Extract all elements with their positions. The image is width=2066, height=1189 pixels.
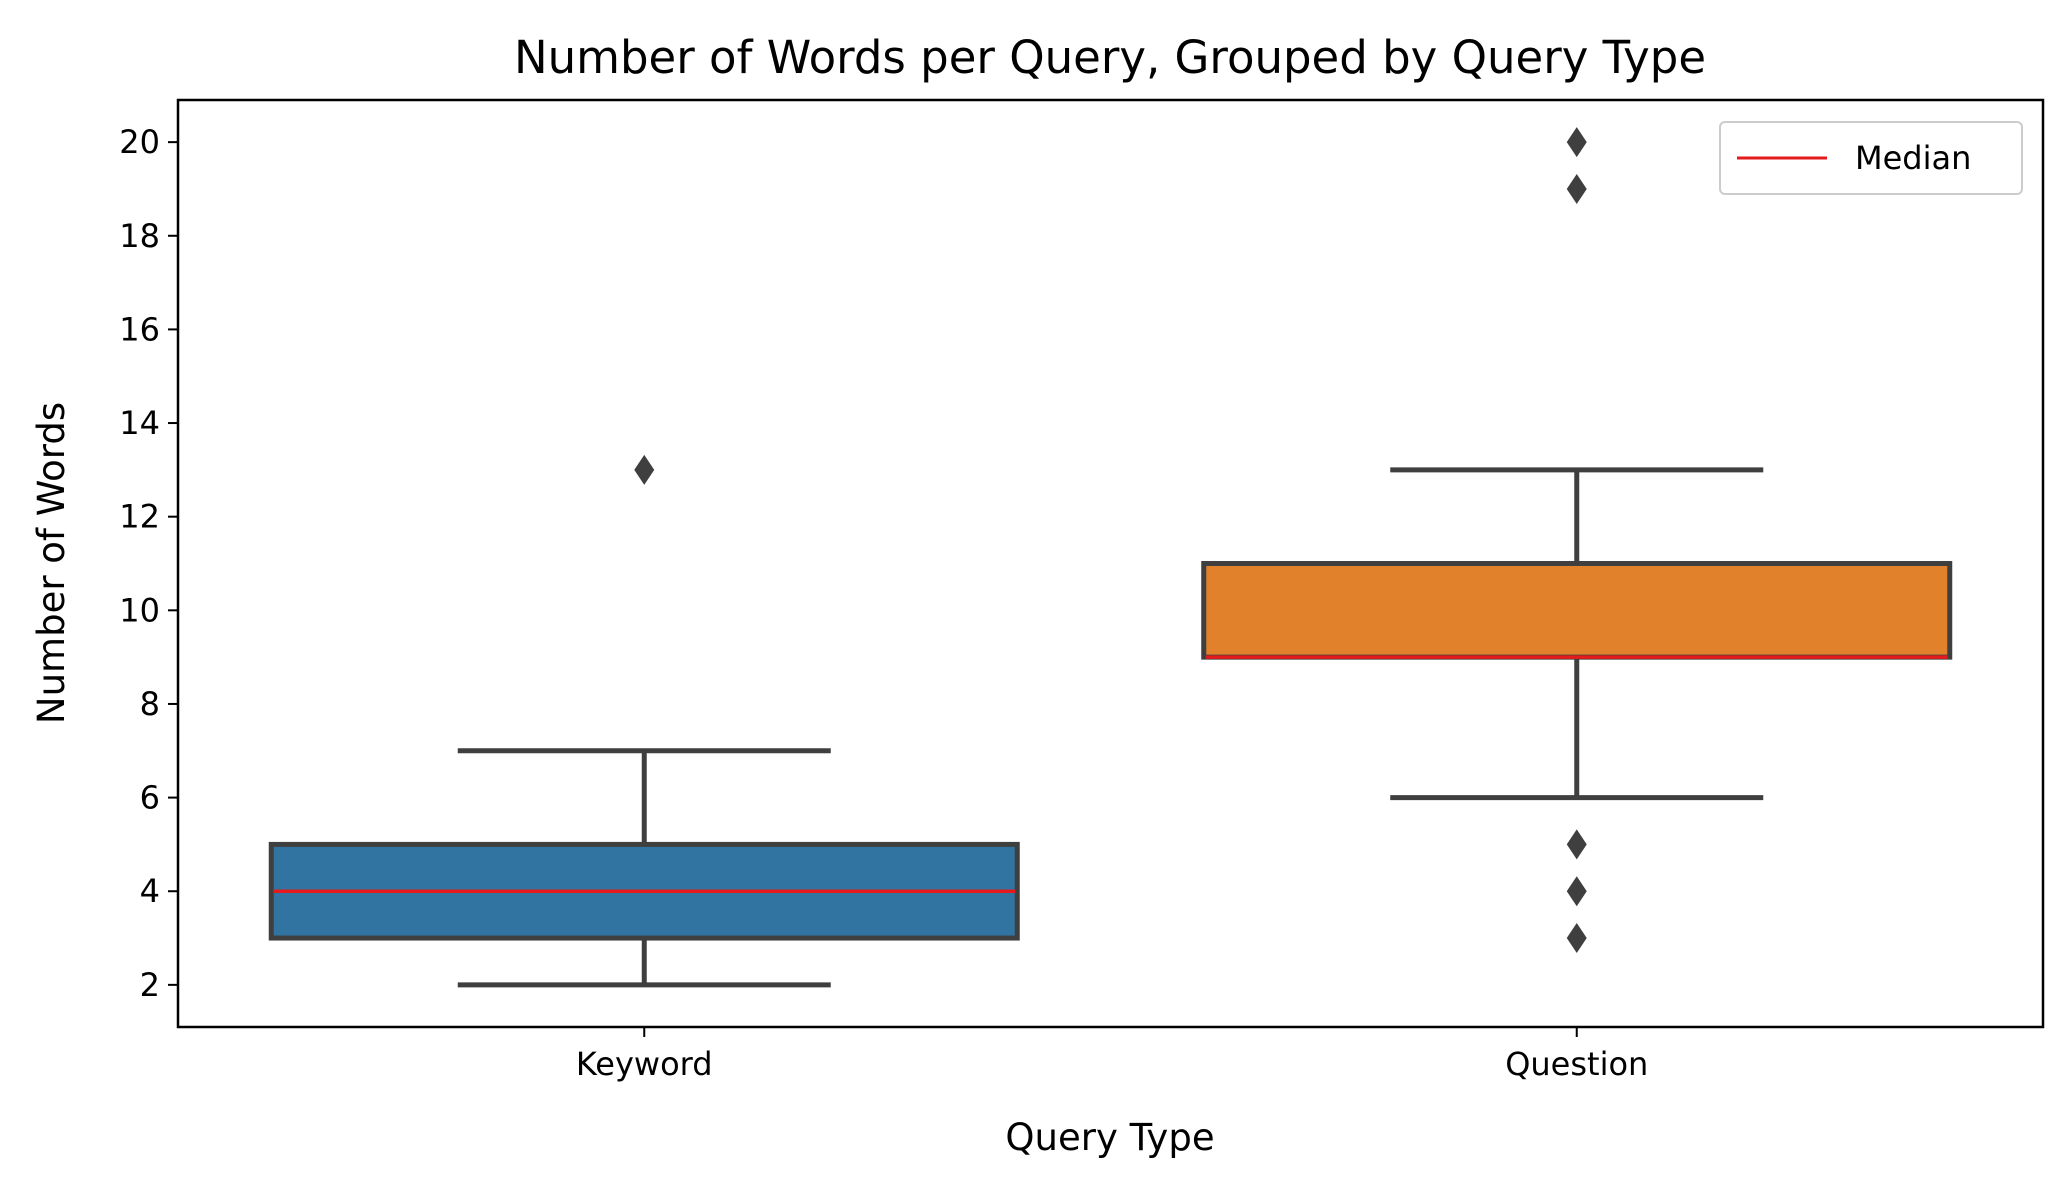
y-tick-label-2: 2: [140, 966, 160, 1004]
outlier-question-3: [1566, 876, 1587, 907]
legend: Median: [1719, 121, 2023, 195]
y-tick-label-20: 20: [119, 123, 160, 161]
legend-median-label: Median: [1855, 139, 1971, 177]
outlier-keyword-0: [634, 454, 655, 485]
y-tick-label-16: 16: [119, 310, 160, 348]
y-tick-label-6: 6: [140, 779, 160, 817]
box-group-question: [1201, 127, 1953, 954]
y-tick-label-4: 4: [140, 872, 160, 910]
plot-area: [268, 127, 1953, 988]
y-tick-label-8: 8: [140, 685, 160, 723]
box-group-keyword: [268, 454, 1020, 988]
y-tick-label-14: 14: [119, 404, 160, 442]
y-axis-label: Number of Words: [30, 402, 73, 724]
outlier-question-1: [1566, 173, 1587, 204]
x-axis-label: Query Type: [1005, 1116, 1214, 1159]
x-axis: Keyword Question: [576, 1027, 1648, 1083]
legend-box: [1719, 121, 2023, 195]
x-tick-label-keyword: Keyword: [576, 1045, 713, 1083]
y-axis: 2 4 6 8 10 12 14 16 18 20: [119, 123, 178, 1004]
y-tick-label-18: 18: [119, 217, 160, 255]
y-tick-label-12: 12: [119, 498, 160, 536]
outlier-question-4: [1566, 923, 1587, 954]
chart-title: Number of Words per Query, Grouped by Qu…: [514, 31, 1706, 84]
x-tick-label-question: Question: [1505, 1045, 1648, 1083]
box-question: [1201, 561, 1953, 660]
outlier-question-2: [1566, 829, 1587, 860]
outlier-question-0: [1566, 127, 1587, 158]
y-tick-label-10: 10: [119, 591, 160, 629]
plot-frame: [176, 98, 2045, 1029]
